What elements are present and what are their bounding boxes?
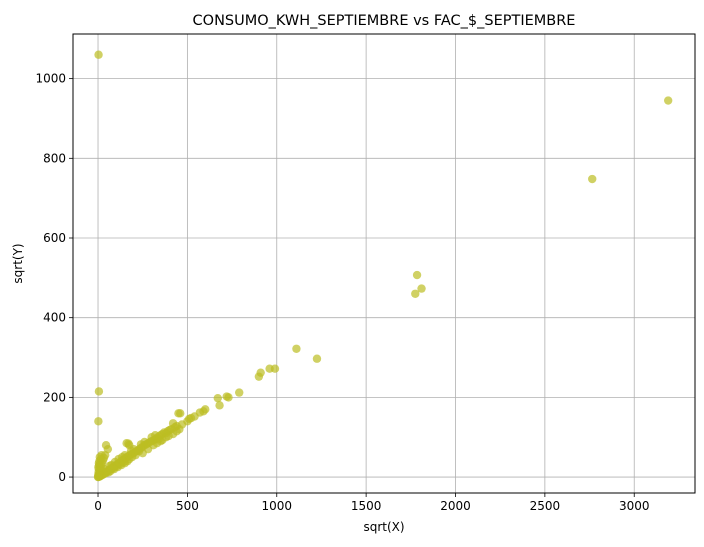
data-point: [588, 174, 597, 184]
data-point: [175, 425, 184, 434]
data-point: [151, 431, 160, 440]
data-point: [94, 50, 103, 59]
grid: [73, 34, 695, 493]
data-point: [100, 450, 110, 460]
x-axis-label: sqrt(X): [363, 520, 404, 534]
x-tick-label: 1000: [261, 499, 292, 513]
scatter-points: [93, 50, 673, 482]
data-point: [94, 417, 103, 426]
y-axis-label: sqrt(Y): [11, 243, 25, 283]
x-tick-label: 2000: [440, 499, 471, 513]
x-tick-label: 2500: [530, 499, 561, 513]
data-point: [215, 401, 224, 410]
data-point: [94, 387, 104, 396]
data-point: [222, 392, 231, 401]
y-tick-label: 600: [43, 231, 66, 245]
x-tick-label: 0: [94, 499, 102, 513]
y-tick-label: 800: [43, 151, 66, 165]
x-tick-label: 1500: [351, 499, 382, 513]
y-tick-label: 200: [43, 390, 66, 404]
x-tick-label: 500: [176, 499, 199, 513]
y-tick-label: 400: [43, 311, 66, 325]
y-tick-label: 1000: [35, 72, 66, 86]
data-point: [292, 344, 301, 353]
data-point: [235, 388, 244, 397]
data-point: [417, 284, 426, 293]
data-point: [256, 368, 265, 377]
x-tick-label: 3000: [619, 499, 650, 513]
data-point: [213, 393, 222, 403]
data-point: [411, 289, 420, 298]
data-point: [265, 364, 274, 373]
data-point: [174, 409, 183, 418]
data-point: [156, 437, 165, 446]
x-axis-ticks: 0 500 1000 1500 2000 2500 3000: [94, 493, 650, 513]
data-point: [136, 440, 146, 449]
plot-frame: [72, 33, 696, 494]
y-tick-label: 0: [58, 470, 66, 484]
data-point: [412, 270, 422, 280]
chart-title: CONSUMO_KWH_SEPTIEMBRE vs FAC_$_SEPTIEMB…: [193, 13, 576, 29]
data-point: [663, 96, 673, 105]
data-point: [312, 354, 322, 363]
y-axis-ticks: 0 200 400 600 800 1000: [35, 72, 73, 484]
